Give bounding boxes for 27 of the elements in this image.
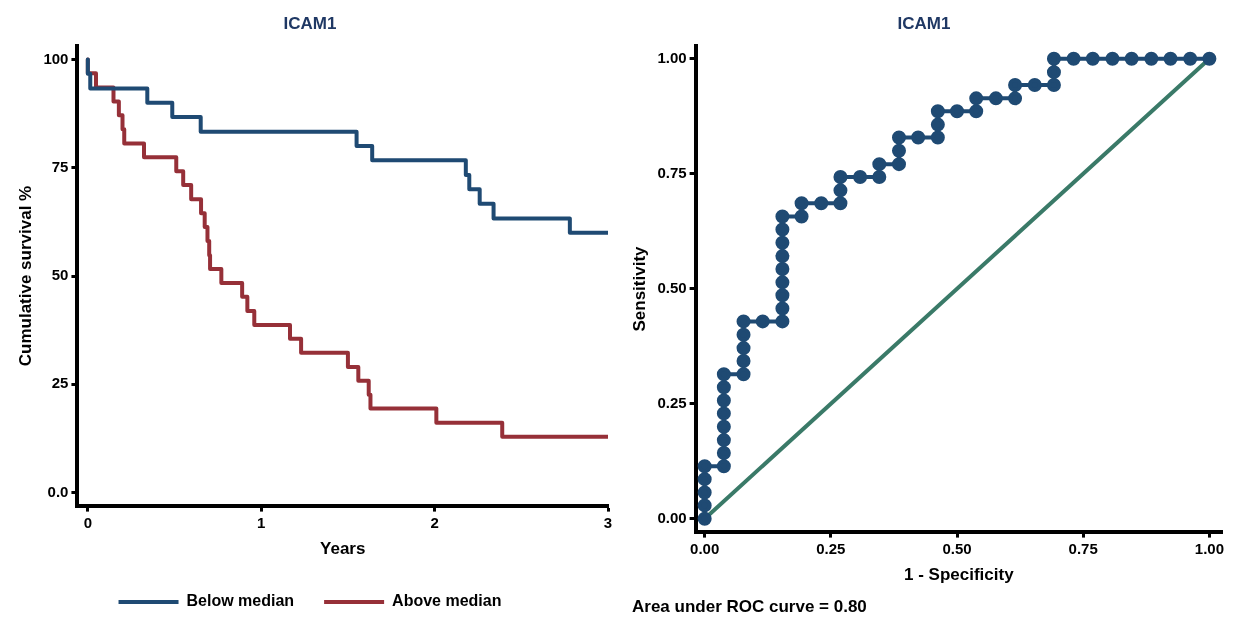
x-tick-label: 1 [257, 513, 266, 531]
x-tick-label: 0.50 [942, 539, 972, 557]
chart-title: ICAM1 [283, 13, 337, 33]
y-tick-label: 0.0 [47, 482, 69, 500]
x-tick-label: 2 [430, 513, 439, 531]
x-axis-title: 1 - Specificity [903, 565, 1015, 585]
x-tick-label: 0.75 [1068, 539, 1098, 557]
y-tick-label: 75 [51, 157, 69, 175]
x-tick-label: 0 [83, 513, 92, 531]
text: Area under ROC curve = 0.80 [632, 597, 867, 617]
x-axis-title: Years [320, 539, 366, 559]
y-axis-title: Cumulative survival % [15, 185, 35, 367]
legend-label: Below median [186, 592, 295, 610]
y-tick-label: 100 [43, 49, 69, 67]
y-tick-label: 0.75 [657, 163, 687, 181]
y-tick-label: 25 [51, 374, 69, 392]
y-tick-label: 1.00 [657, 48, 687, 66]
y-tick-label: 0.25 [657, 393, 687, 411]
chart-title: ICAM1 [897, 13, 951, 33]
x-tick-label: 0.00 [690, 539, 720, 557]
x-tick-label: 0.25 [816, 539, 846, 557]
x-tick-label: 3 [603, 513, 613, 531]
y-tick-label: 0.50 [657, 278, 687, 296]
y-tick-label: 50 [51, 266, 69, 284]
legend-label: Above median [392, 592, 502, 610]
x-tick-label: 1.00 [1194, 539, 1224, 557]
y-axis-title: Sensitivity [629, 245, 649, 332]
